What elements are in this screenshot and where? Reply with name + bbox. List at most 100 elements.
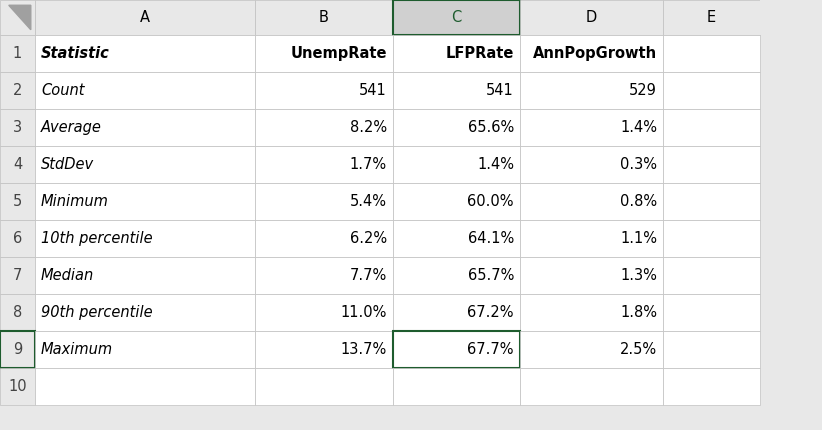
- Text: 1.4%: 1.4%: [620, 120, 657, 135]
- Bar: [663, 0, 760, 35]
- Text: Statistic: Statistic: [41, 46, 110, 61]
- Text: 9: 9: [13, 342, 22, 357]
- Bar: [0, 0, 35, 35]
- Bar: [663, 257, 760, 294]
- Bar: [35, 0, 255, 35]
- Bar: [0, 183, 35, 220]
- Text: 67.2%: 67.2%: [468, 305, 514, 320]
- Bar: [35, 109, 255, 146]
- Text: A: A: [140, 10, 150, 25]
- Bar: [520, 109, 663, 146]
- Bar: [255, 183, 393, 220]
- Bar: [520, 72, 663, 109]
- Text: 64.1%: 64.1%: [468, 231, 514, 246]
- Bar: [0, 72, 35, 109]
- Text: 6.2%: 6.2%: [350, 231, 387, 246]
- Bar: [255, 35, 393, 72]
- Bar: [0, 220, 35, 257]
- Text: 3: 3: [13, 120, 22, 135]
- Text: 0.8%: 0.8%: [620, 194, 657, 209]
- Text: LFPRate: LFPRate: [446, 46, 514, 61]
- Bar: [520, 146, 663, 183]
- Bar: [255, 220, 393, 257]
- Text: 5.4%: 5.4%: [350, 194, 387, 209]
- Bar: [35, 35, 255, 72]
- Text: D: D: [586, 10, 597, 25]
- Bar: [393, 72, 520, 109]
- Bar: [520, 294, 663, 331]
- Text: 0.3%: 0.3%: [620, 157, 657, 172]
- Bar: [393, 368, 520, 405]
- Text: C: C: [451, 10, 462, 25]
- Text: 2: 2: [13, 83, 22, 98]
- Text: 65.7%: 65.7%: [468, 268, 514, 283]
- Bar: [663, 368, 760, 405]
- Text: 8: 8: [13, 305, 22, 320]
- Bar: [255, 146, 393, 183]
- Text: 529: 529: [629, 83, 657, 98]
- Bar: [663, 183, 760, 220]
- Bar: [35, 183, 255, 220]
- Bar: [255, 0, 393, 35]
- Bar: [393, 183, 520, 220]
- Bar: [520, 183, 663, 220]
- Text: UnempRate: UnempRate: [290, 46, 387, 61]
- Bar: [663, 294, 760, 331]
- Bar: [393, 294, 520, 331]
- Text: 11.0%: 11.0%: [340, 305, 387, 320]
- Bar: [35, 146, 255, 183]
- Text: 13.7%: 13.7%: [341, 342, 387, 357]
- Bar: [255, 331, 393, 368]
- Polygon shape: [9, 5, 30, 30]
- Bar: [255, 368, 393, 405]
- Bar: [0, 257, 35, 294]
- Bar: [255, 257, 393, 294]
- Bar: [663, 220, 760, 257]
- Text: 541: 541: [359, 83, 387, 98]
- Text: Count: Count: [41, 83, 85, 98]
- Bar: [0, 331, 35, 368]
- Text: 7: 7: [13, 268, 22, 283]
- Bar: [663, 109, 760, 146]
- Bar: [663, 72, 760, 109]
- Text: Median: Median: [41, 268, 95, 283]
- Bar: [520, 257, 663, 294]
- Text: 1.4%: 1.4%: [477, 157, 514, 172]
- Bar: [0, 331, 35, 368]
- Text: AnnPopGrowth: AnnPopGrowth: [533, 46, 657, 61]
- Text: 7.7%: 7.7%: [349, 268, 387, 283]
- Bar: [393, 109, 520, 146]
- Bar: [520, 0, 663, 35]
- Bar: [393, 0, 520, 35]
- Text: 541: 541: [487, 83, 514, 98]
- Bar: [393, 0, 520, 35]
- Bar: [663, 146, 760, 183]
- Text: 4: 4: [13, 157, 22, 172]
- Bar: [35, 294, 255, 331]
- Text: 1.3%: 1.3%: [620, 268, 657, 283]
- Text: B: B: [319, 10, 329, 25]
- Bar: [393, 331, 520, 368]
- Bar: [0, 294, 35, 331]
- Bar: [35, 331, 255, 368]
- Bar: [35, 72, 255, 109]
- Text: 8.2%: 8.2%: [350, 120, 387, 135]
- Text: 1: 1: [13, 46, 22, 61]
- Text: 1.1%: 1.1%: [620, 231, 657, 246]
- Bar: [255, 109, 393, 146]
- Text: Minimum: Minimum: [41, 194, 109, 209]
- Bar: [0, 109, 35, 146]
- Bar: [520, 220, 663, 257]
- Text: Average: Average: [41, 120, 102, 135]
- Text: 1.8%: 1.8%: [620, 305, 657, 320]
- Text: 10th percentile: 10th percentile: [41, 231, 153, 246]
- Bar: [393, 35, 520, 72]
- Bar: [393, 220, 520, 257]
- Bar: [255, 294, 393, 331]
- Bar: [0, 35, 35, 72]
- Bar: [0, 368, 35, 405]
- Text: 6: 6: [13, 231, 22, 246]
- Text: 5: 5: [13, 194, 22, 209]
- Bar: [255, 72, 393, 109]
- Bar: [393, 146, 520, 183]
